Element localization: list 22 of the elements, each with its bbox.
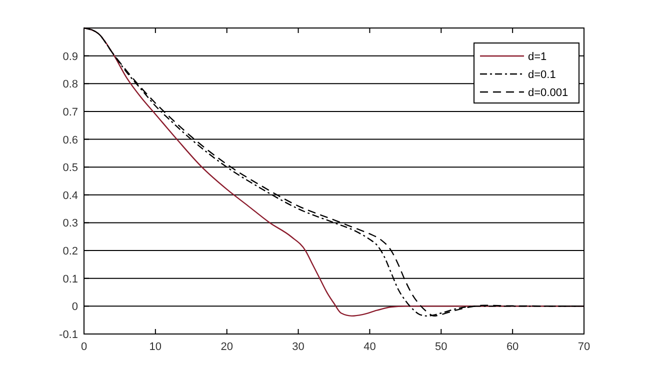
x-tick-label: 10 bbox=[149, 341, 162, 353]
y-tick-label: 0.1 bbox=[62, 273, 78, 286]
y-tick-label: 0.9 bbox=[62, 50, 78, 63]
y-tick-label: -0.1 bbox=[59, 329, 78, 341]
y-tick-label: 0.5 bbox=[62, 162, 78, 174]
legend-label: d=0.001 bbox=[528, 87, 568, 99]
y-tick-label: 0.4 bbox=[62, 190, 78, 202]
y-tick-label: 0.7 bbox=[62, 106, 78, 118]
x-tick-label: 60 bbox=[506, 341, 519, 353]
y-tick-label: 0.6 bbox=[62, 134, 78, 146]
y-tick-label: 0.3 bbox=[62, 218, 78, 230]
x-tick-label: 40 bbox=[364, 341, 376, 353]
x-tick-label: 50 bbox=[435, 341, 448, 353]
y-tick-label: 0.8 bbox=[62, 78, 78, 91]
x-tick-label: 20 bbox=[220, 341, 233, 353]
x-tick-label: 30 bbox=[292, 341, 304, 353]
legend-label: d=1 bbox=[528, 51, 547, 63]
x-tick-label: 0 bbox=[80, 341, 88, 353]
legend-label: d=0.1 bbox=[528, 69, 556, 81]
y-tick-label: 0.2 bbox=[62, 246, 78, 258]
y-tick-label: 0 bbox=[72, 301, 78, 314]
x-tick-label: 70 bbox=[578, 341, 590, 353]
